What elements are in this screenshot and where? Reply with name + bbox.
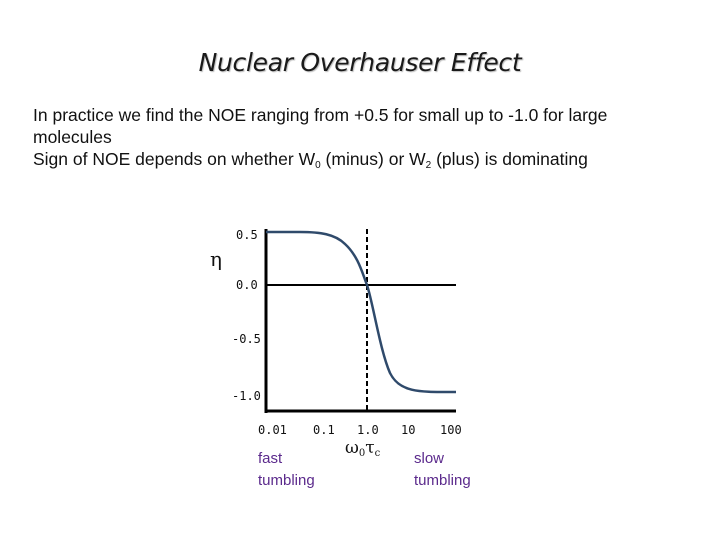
fast-tumbling-label: fast tumbling: [258, 450, 315, 489]
x-axis-label: ω0τc: [345, 438, 381, 459]
x-tick-1.0: 1.0: [357, 423, 379, 437]
body-paragraph-1: In practice we find the NOE ranging from…: [33, 105, 608, 147]
slide-title: Nuclear Overhauser Effect: [198, 48, 522, 77]
x-tick-0.1: 0.1: [313, 423, 335, 437]
y-tick-minus-1.0: -1.0: [232, 389, 261, 403]
y-tick-0.5: 0.5: [236, 228, 258, 242]
y-tick-0.0: 0.0: [236, 278, 258, 292]
x-tick-100: 100: [440, 423, 462, 437]
noe-curve: [266, 230, 457, 394]
x-tick-0.01: 0.01: [258, 423, 287, 437]
slide-body: In practice we find the NOE ranging from…: [33, 104, 683, 171]
body-paragraph-2: Sign of NOE depends on whether W0 (minus…: [33, 149, 588, 171]
y-axis-label: η: [210, 247, 222, 271]
x-tick-10: 10: [401, 423, 416, 437]
y-tick-minus-0.5: -0.5: [232, 332, 261, 346]
slow-tumbling-label: slow tumbling: [414, 450, 471, 489]
